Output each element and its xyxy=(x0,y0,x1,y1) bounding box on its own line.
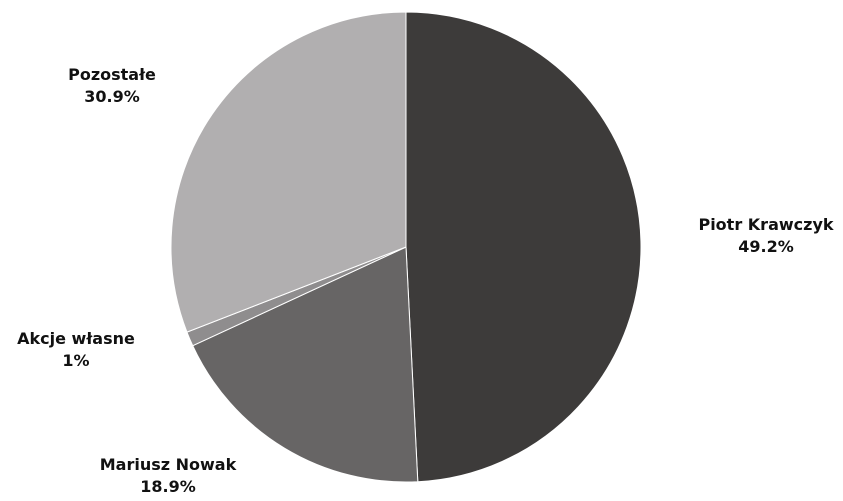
pie-slice-pozostałe xyxy=(170,11,407,333)
slice-label: Akcje własne 1% xyxy=(17,329,135,370)
slice-label-value: 18.9% xyxy=(140,477,196,496)
slice-label-name: Mariusz Nowak xyxy=(100,455,237,474)
pie-slice-piotr-krawczyk xyxy=(405,11,642,483)
pie-slice-mariusz-nowak xyxy=(192,246,419,483)
slice-label-name: Piotr Krawczyk xyxy=(698,215,833,234)
slice-label-value: 30.9% xyxy=(84,87,140,106)
slice-label: Piotr Krawczyk 49.2% xyxy=(698,215,833,256)
slice-label: Pozostałe 30.9% xyxy=(68,65,156,106)
slice-label-value: 49.2% xyxy=(738,237,794,256)
slice-label-name: Pozostałe xyxy=(68,65,156,84)
pie-slices xyxy=(170,11,642,483)
slice-label: Mariusz Nowak 18.9% xyxy=(100,455,237,496)
slice-label-value: 1% xyxy=(62,351,89,370)
pie-labels: Piotr Krawczyk 49.2% Mariusz Nowak 18.9% Akc… xyxy=(17,65,834,496)
slice-label-name: Akcje własne xyxy=(17,329,135,348)
